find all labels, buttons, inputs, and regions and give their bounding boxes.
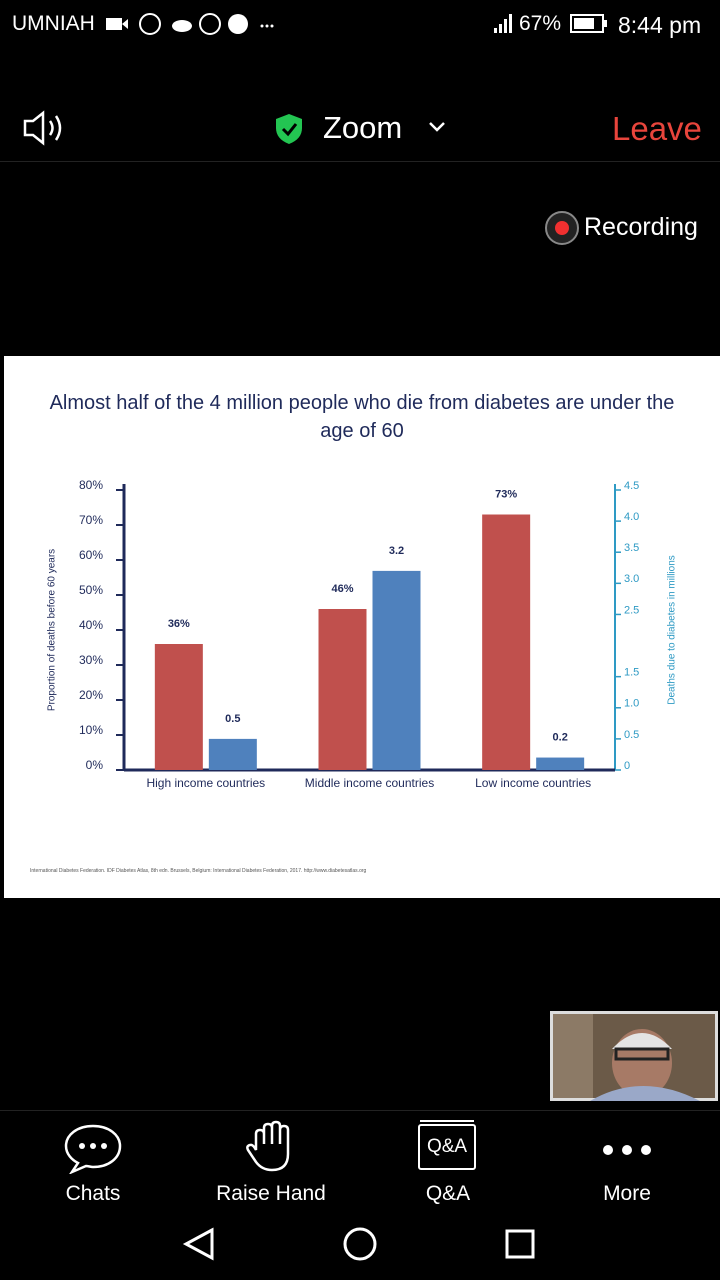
bar [482,514,531,770]
secure-icon [276,114,302,144]
chats-icon[interactable] [64,1124,122,1174]
y2-tick-label: 3.0 [624,573,639,585]
qa-label[interactable]: Q&A [425,1182,471,1205]
chart-source: International Diabetes Federation. IDF D… [30,868,367,874]
y2-tick-label: 2.5 [624,604,639,616]
y2-tick-label: 4.5 [624,480,639,492]
data-label: 0.5 [225,713,240,725]
y-tick-label: 30% [79,653,103,667]
chats-label[interactable]: Chats [65,1182,121,1205]
y2-tick-label: 1.0 [624,698,639,710]
y2-tick-label: 0 [624,760,630,772]
data-label: 73% [495,488,517,500]
y-tick-label: 70% [79,513,103,527]
y-tick-label: 60% [79,548,103,562]
bar [208,738,257,770]
y2-tick-label: 4.0 [624,511,639,523]
video-thumbnail[interactable] [550,1011,718,1101]
x-tick-label: High income countries [146,776,266,790]
qa-icon[interactable]: Q&A [418,1120,476,1170]
raise-hand-label[interactable]: Raise Hand [216,1182,326,1205]
chart: 0% 10% 20% 30% 40% 50% 60% 70% 80% 0 0.5 1.0 1.5 2.5 3… [47,478,678,772]
bar [536,757,585,770]
qa-icon-label: Q&A [426,1136,468,1157]
back-button[interactable] [182,1227,214,1261]
y-tick-label: 20% [79,688,103,702]
raise-hand-icon[interactable] [244,1120,298,1174]
speaker-button[interactable] [22,110,70,146]
signal-icon [494,14,512,33]
navigation-bar [182,1227,535,1261]
participant-video [553,1014,715,1101]
y2-tick-label: 1.5 [624,667,639,679]
bar [154,644,203,770]
data-label: 0.2 [553,731,568,743]
y-tick-label: 80% [79,478,103,492]
divider [0,161,720,162]
home-button[interactable] [343,1227,377,1261]
more-icon[interactable] [600,1140,654,1160]
meeting-title[interactable]: Zoom [323,110,403,145]
shared-screen: Almost half of the 4 million people who … [4,356,720,898]
y-tick-label: 10% [79,723,103,737]
chart-title: Almost half of the 4 million people who … [49,392,675,442]
dropdown-icon[interactable] [428,120,446,134]
y2-tick-label: 0.5 [624,729,639,741]
battery-icon [570,14,607,33]
recents-button[interactable] [505,1229,535,1259]
y-tick-label: 0% [86,758,104,772]
recording-label: Recording [584,213,698,241]
leave-button[interactable]: Leave [612,110,702,147]
y-axis-label: Proportion of deaths before 60 years [47,549,58,711]
recording-icon [545,211,579,245]
clock: 8:44 pm [618,12,702,38]
data-label: 3.2 [389,545,404,557]
y-tick-label: 50% [79,583,103,597]
x-tick-label: Low income countries [475,776,592,790]
data-label: 36% [168,618,190,630]
battery-level: 67% [519,12,562,35]
data-label: 46% [331,583,353,595]
y-tick-label: 40% [79,618,103,632]
carrier: UMNIAH [12,12,95,35]
bar [318,609,367,770]
y2-axis-label: Deaths due to diabetes in millions [667,555,678,705]
status-icons [106,13,274,35]
more-label[interactable]: More [603,1182,651,1205]
x-tick-label: Middle income countries [304,776,435,790]
divider [0,1110,720,1111]
y2-tick-label: 3.5 [624,542,639,554]
bar [372,570,421,770]
